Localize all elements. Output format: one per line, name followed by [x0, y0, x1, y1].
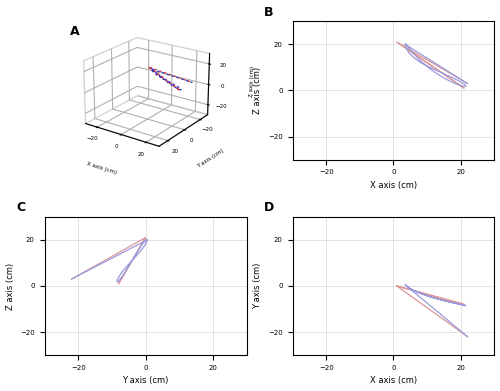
X-axis label: X axis (cm): X axis (cm)	[86, 161, 118, 175]
Y-axis label: Z axis (cm): Z axis (cm)	[254, 67, 262, 114]
Y-axis label: Y axis (cm): Y axis (cm)	[196, 149, 225, 169]
X-axis label: X axis (cm): X axis (cm)	[370, 181, 417, 190]
Y-axis label: Y axis (cm): Y axis (cm)	[254, 263, 262, 309]
Text: A: A	[70, 25, 79, 38]
X-axis label: Y axis (cm): Y axis (cm)	[122, 377, 168, 386]
Text: B: B	[264, 5, 274, 18]
Y-axis label: Z axis (cm): Z axis (cm)	[6, 262, 15, 310]
X-axis label: X axis (cm): X axis (cm)	[370, 377, 417, 386]
Text: D: D	[264, 201, 274, 214]
Text: C: C	[16, 201, 26, 214]
